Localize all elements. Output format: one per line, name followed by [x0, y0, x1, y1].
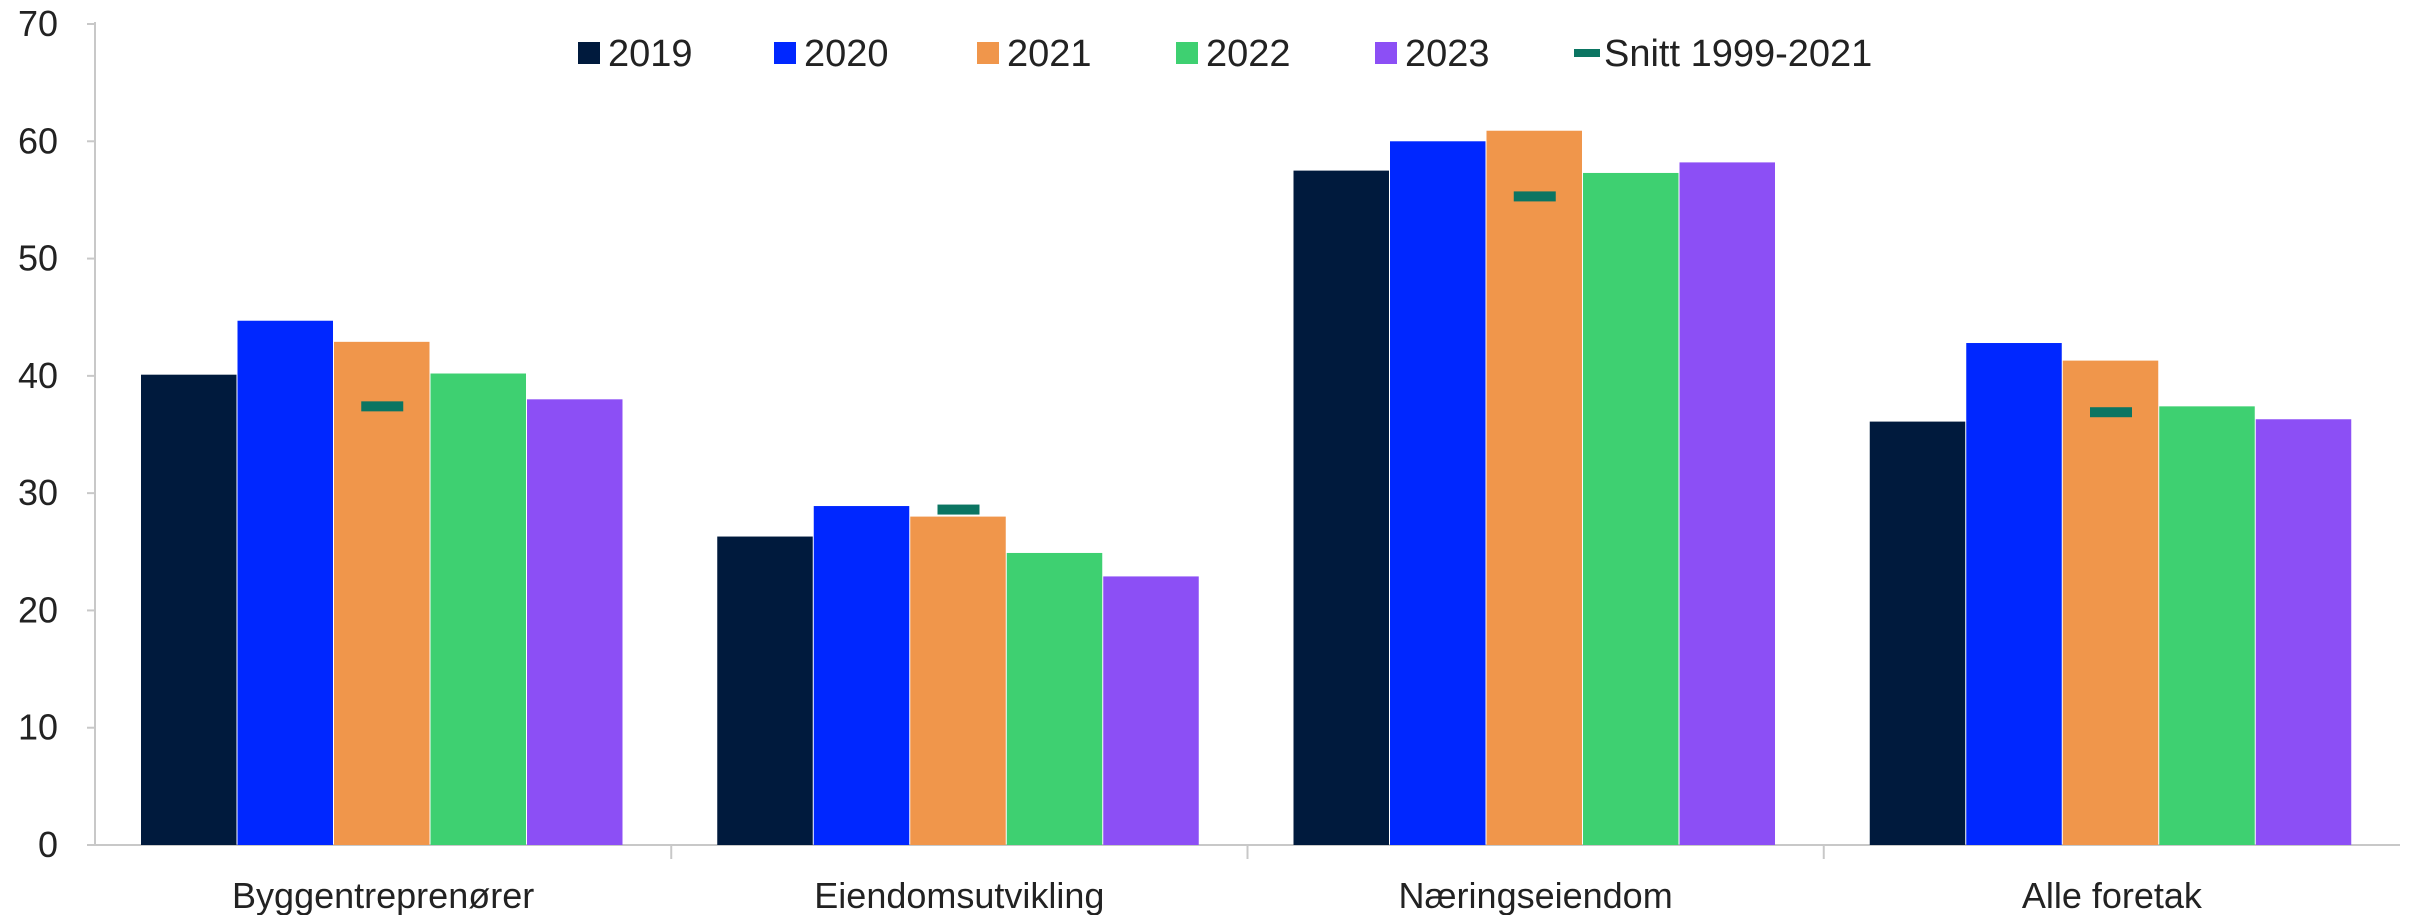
- y-tick-label: 10: [18, 707, 58, 748]
- legend-swatch: [578, 42, 600, 64]
- bar-2023-2: [1679, 162, 1775, 845]
- bar-2021-0: [334, 341, 430, 845]
- y-tick-label: 60: [18, 120, 58, 161]
- average-mark: [1513, 191, 1556, 202]
- average-mark: [2090, 407, 2132, 418]
- x-category-label: Eiendomsutvikling: [814, 875, 1104, 915]
- average-mark: [361, 401, 404, 412]
- bar-2019-3: [1869, 421, 1966, 845]
- y-axis: 0 10 20 30 40 50 60 70: [18, 3, 96, 865]
- y-tick-label: 40: [18, 355, 58, 396]
- x-category-label: Byggentreprenører: [232, 875, 534, 915]
- x-category-label: Næringseiendom: [1399, 875, 1673, 915]
- y-tick-label: 20: [18, 589, 58, 630]
- bar-2019-1: [717, 536, 813, 845]
- legend-swatch: [977, 42, 999, 64]
- bar-2021-2: [1486, 130, 1582, 846]
- bar-2019-2: [1293, 170, 1389, 845]
- average-mark: [937, 504, 980, 515]
- x-category-label: Alle foretak: [2022, 875, 2203, 915]
- bar-2022-1: [1006, 552, 1103, 845]
- legend-label: 2022: [1206, 33, 1291, 75]
- bar-2021-1: [910, 516, 1006, 845]
- average-marks: [361, 191, 2132, 515]
- bar-2020-1: [813, 506, 910, 845]
- bar-2019-0: [141, 374, 237, 845]
- legend-swatch: [1176, 42, 1198, 64]
- bar-2023-1: [1103, 576, 1199, 845]
- legend-swatch: [1574, 49, 1600, 57]
- legend: 2019 2020 2021 2022 2023 Snitt 1999-2021: [578, 33, 1872, 75]
- bar-2022-0: [430, 373, 526, 845]
- bar-2023-0: [527, 399, 623, 845]
- y-tick-label: 50: [18, 238, 58, 279]
- bar-2023-3: [2255, 419, 2352, 845]
- bar-2020-2: [1390, 141, 1486, 846]
- bar-2020-0: [237, 320, 333, 845]
- legend-swatch: [1375, 42, 1397, 64]
- bar-2022-2: [1583, 172, 1679, 845]
- y-tick-label: 30: [18, 472, 58, 513]
- bars: [141, 130, 2352, 846]
- y-tick-label: 0: [38, 824, 58, 865]
- legend-label: 2020: [804, 33, 889, 75]
- legend-label: Snitt 1999-2021: [1604, 33, 1872, 75]
- legend-label: 2021: [1007, 33, 1092, 75]
- bar-2022-3: [2159, 406, 2255, 845]
- bar-2020-3: [1966, 343, 2062, 845]
- legend-label: 2023: [1405, 33, 1490, 75]
- legend-swatch: [774, 42, 796, 64]
- y-tick-label: 70: [18, 3, 58, 44]
- bar-2021-3: [2062, 360, 2159, 845]
- x-axis: Byggentreprenører Eiendomsutvikling Næring…: [95, 844, 2400, 915]
- legend-label: 2019: [608, 33, 693, 75]
